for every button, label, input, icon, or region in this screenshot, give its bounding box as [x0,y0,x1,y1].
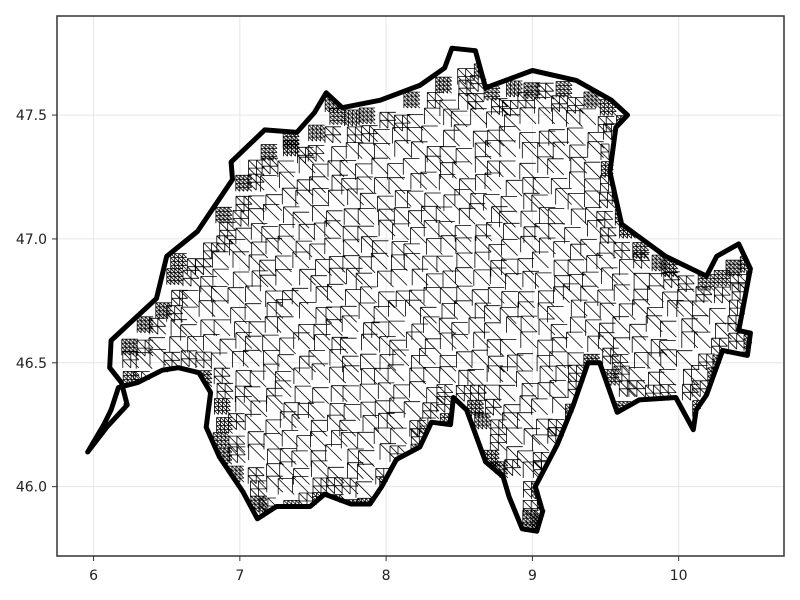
y-tick-label: 46.5 [16,356,47,372]
y-tick-label: 46.0 [16,480,47,496]
grid [57,16,784,556]
mesh [85,45,753,534]
plot-frame [56,15,785,557]
y-tick-label: 47.5 [16,108,47,124]
x-tick-label: 8 [382,568,391,584]
x-tick-label: 7 [235,568,244,584]
x-tick-label: 9 [528,568,537,584]
axis-ticks: 6 7 8 9 10 46.0 46.5 47.0 47.5 [16,108,688,584]
y-tick-label: 47.0 [16,232,47,248]
mesh-boundary [85,45,753,534]
axes-frame [56,15,785,557]
x-tick-label: 6 [89,568,98,584]
x-tick-label: 10 [670,568,688,584]
